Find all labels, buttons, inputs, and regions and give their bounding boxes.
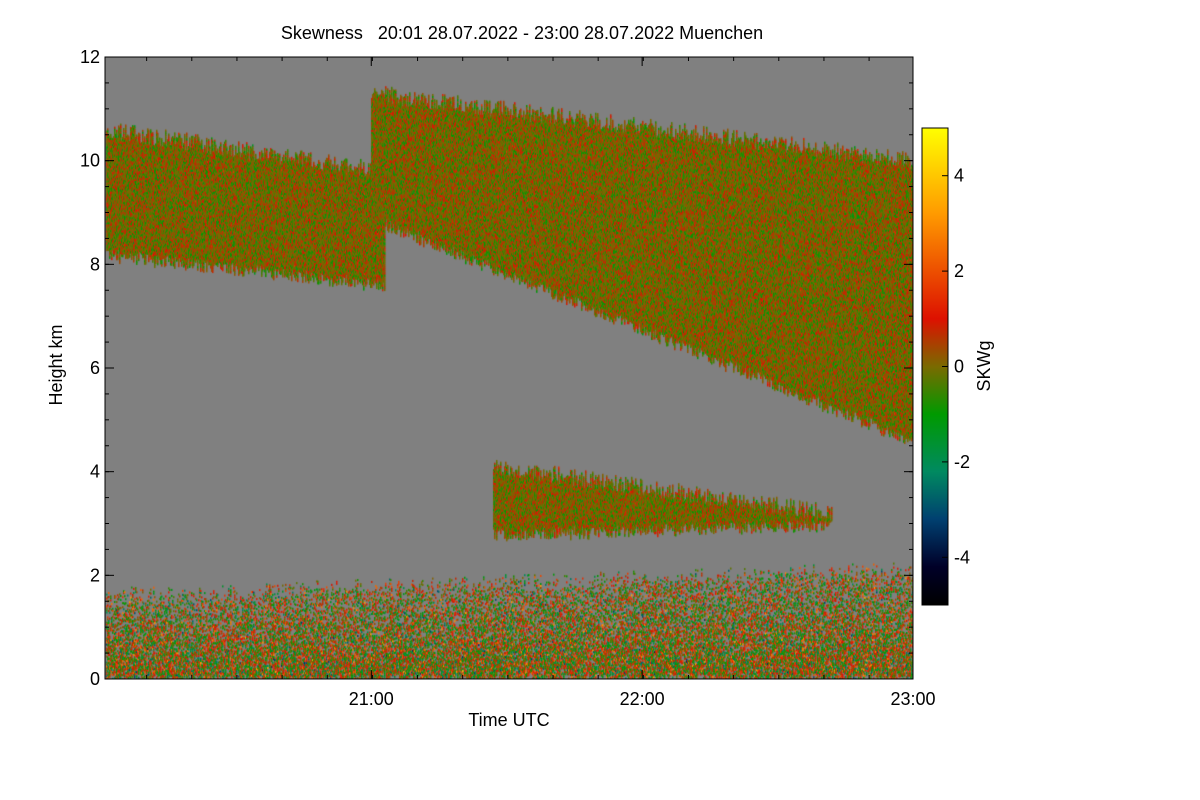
y-tick-label: 0 xyxy=(90,669,100,689)
y-tick-label: 8 xyxy=(90,254,100,274)
y-tick-label: 2 xyxy=(90,565,100,585)
colorbar-ticks: 4 2 0 -2 -4 xyxy=(942,166,970,567)
y-tick-label: 10 xyxy=(80,151,100,171)
x-tick-label: 22:00 xyxy=(620,689,665,709)
chart-title: Skewness 20:01 28.07.2022 - 23:00 28.07.… xyxy=(281,23,763,43)
y-tick-label: 12 xyxy=(80,47,100,67)
colorbar-tick-label: -4 xyxy=(954,547,970,567)
colorbar-tick-label: 2 xyxy=(954,261,964,281)
colorbar-tick-label: -2 xyxy=(954,452,970,472)
colorbar-tick-label: 0 xyxy=(954,357,964,377)
x-tick-label: 23:00 xyxy=(890,689,935,709)
skewness-field xyxy=(105,57,913,679)
x-axis: 21:00 22:00 23:00 xyxy=(146,57,936,709)
y-axis-label: Height km xyxy=(46,324,66,405)
y-tick-label: 6 xyxy=(90,358,100,378)
x-tick-label: 21:00 xyxy=(349,689,394,709)
colorbar-label: SKWg xyxy=(974,340,994,391)
y-axis: 0 2 4 6 8 10 12 xyxy=(80,47,913,689)
x-axis-label: Time UTC xyxy=(468,710,549,730)
colorbar xyxy=(921,127,949,606)
y-tick-label: 4 xyxy=(90,462,100,482)
colorbar-tick-label: 4 xyxy=(954,166,964,186)
skewness-field-raster xyxy=(105,57,913,679)
